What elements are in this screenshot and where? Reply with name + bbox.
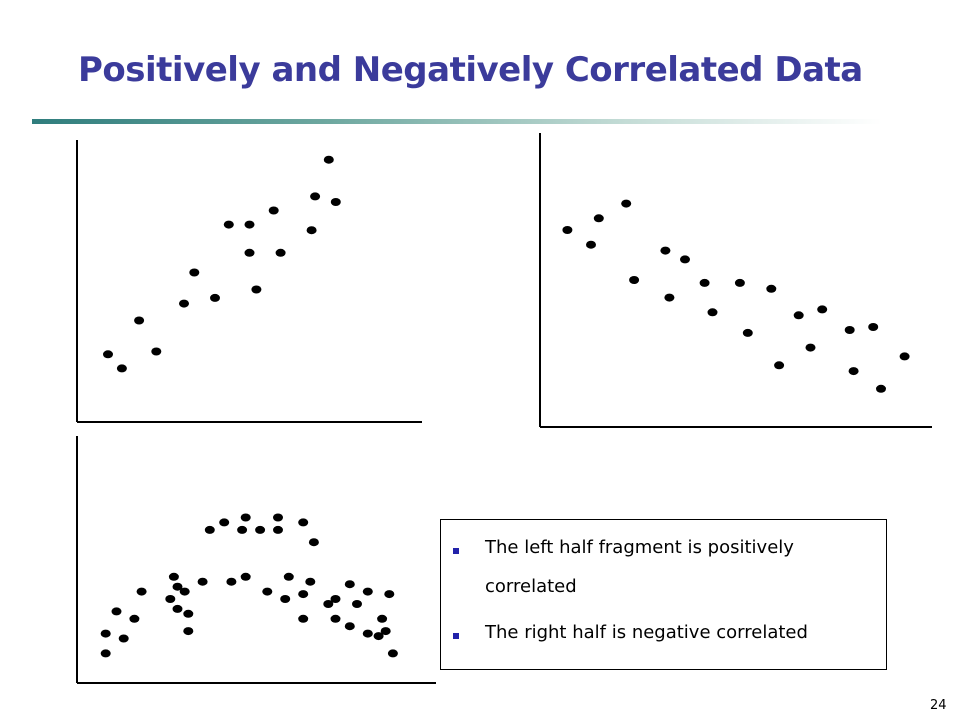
scatter-point-positive: [251, 285, 262, 294]
scatter-point-arch: [197, 577, 208, 586]
scatter-point-negative: [742, 328, 753, 337]
bullet-icon: [453, 633, 459, 639]
scatter-plot-arch-svg: [76, 436, 436, 684]
note-item: The right half is negative correlated: [453, 621, 876, 652]
scatter-point-negative: [774, 361, 785, 370]
scatter-point-arch: [377, 614, 388, 623]
scatter-point-positive: [179, 299, 189, 308]
scatter-point-arch: [118, 634, 129, 643]
scatter-point-negative: [680, 255, 690, 264]
title-divider: [32, 119, 882, 124]
scatter-point-negative: [660, 246, 671, 255]
scatter-point-negative: [593, 214, 604, 223]
scatter-point-arch: [240, 572, 251, 581]
scatter-point-positive: [244, 248, 255, 257]
scatter-point-arch: [262, 587, 273, 596]
scatter-point-arch: [387, 649, 398, 658]
scatter-point-negative: [734, 278, 745, 287]
scatter-point-positive: [323, 155, 334, 164]
scatter-point-positive: [116, 364, 127, 373]
scatter-point-positive: [310, 192, 321, 201]
scatter-point-negative: [844, 326, 855, 334]
scatter-point-arch: [226, 577, 237, 586]
scatter-point-arch: [344, 580, 355, 589]
scatter-point-arch: [172, 582, 183, 591]
scatter-point-negative: [707, 308, 718, 317]
scatter-point-arch: [330, 595, 341, 603]
scatter-point-arch: [298, 614, 309, 623]
scatter-point-arch: [179, 587, 190, 596]
scatter-point-positive: [268, 206, 279, 215]
scatter-point-arch: [168, 572, 179, 581]
scatter-point-positive: [306, 226, 317, 235]
scatter-point-arch: [136, 587, 147, 596]
scatter-point-arch: [362, 587, 373, 596]
scatter-point-arch: [298, 518, 309, 527]
scatter-point-arch: [129, 614, 140, 623]
scatter-point-negative: [868, 323, 879, 331]
scatter-plot-arch: [76, 436, 436, 685]
scatter-point-arch: [100, 649, 111, 658]
scatter-point-positive: [189, 268, 200, 277]
scatter-point-arch: [237, 525, 248, 534]
note-item: The left half fragment is positively cor…: [453, 536, 876, 606]
scatter-point-positive: [275, 248, 286, 257]
scatter-point-negative: [848, 367, 859, 376]
scatter-point-positive: [223, 220, 234, 229]
scatter-point-arch: [273, 513, 283, 522]
scatter-point-arch: [111, 607, 122, 616]
page-number: 24: [930, 698, 947, 713]
scatter-point-negative: [621, 199, 632, 208]
scatter-point-arch: [219, 518, 230, 527]
slide-title: Positively and Negatively Correlated Dat…: [78, 50, 863, 90]
scatter-point-arch: [165, 595, 176, 603]
scatter-point-arch: [352, 600, 362, 608]
scatter-point-positive: [151, 347, 162, 356]
bullet-icon: [453, 548, 459, 554]
scatter-plot-negative: [539, 133, 932, 429]
scatter-point-negative: [817, 305, 828, 314]
note-text: The right half is negative correlated: [485, 622, 808, 643]
scatter-point-arch: [344, 622, 355, 631]
scatter-point-arch: [323, 600, 334, 608]
scatter-point-positive: [210, 293, 220, 302]
scatter-point-arch: [280, 595, 291, 603]
scatter-point-positive: [134, 316, 145, 325]
scatter-point-negative: [664, 293, 675, 302]
scatter-point-arch: [384, 590, 395, 599]
scatter-point-positive: [330, 198, 341, 206]
scatter-point-arch: [172, 604, 183, 613]
scatter-point-positive: [103, 350, 113, 359]
scatter-point-arch: [305, 577, 316, 586]
scatter-point-negative: [766, 284, 777, 293]
scatter-point-arch: [273, 525, 283, 534]
scatter-point-negative: [876, 384, 886, 393]
scatter-point-arch: [183, 627, 194, 636]
scatter-point-arch: [240, 513, 251, 522]
notes-box: The left half fragment is positively cor…: [440, 519, 887, 670]
scatter-point-arch: [283, 572, 294, 581]
note-text: The left half fragment is positively cor…: [485, 537, 794, 597]
scatter-point-arch: [100, 629, 111, 638]
scatter-point-arch: [373, 632, 384, 641]
scatter-point-arch: [330, 614, 341, 623]
scatter-point-negative: [586, 240, 596, 249]
scatter-point-negative: [629, 276, 640, 284]
scatter-point-arch: [255, 525, 266, 534]
scatter-plot-positive-svg: [76, 140, 422, 423]
scatter-point-arch: [362, 629, 373, 638]
scatter-point-arch: [204, 525, 215, 534]
scatter-point-negative: [805, 343, 816, 352]
scatter-point-negative: [793, 311, 804, 320]
scatter-plot-positive: [76, 140, 422, 424]
scatter-point-arch: [183, 609, 194, 618]
scatter-point-negative: [562, 226, 573, 234]
scatter-point-arch: [380, 627, 391, 636]
scatter-point-positive: [244, 220, 255, 229]
scatter-point-arch: [298, 590, 309, 599]
scatter-point-negative: [899, 352, 910, 361]
scatter-point-negative: [699, 278, 710, 287]
scatter-plot-negative-svg: [539, 133, 932, 428]
scatter-point-arch: [308, 538, 319, 547]
